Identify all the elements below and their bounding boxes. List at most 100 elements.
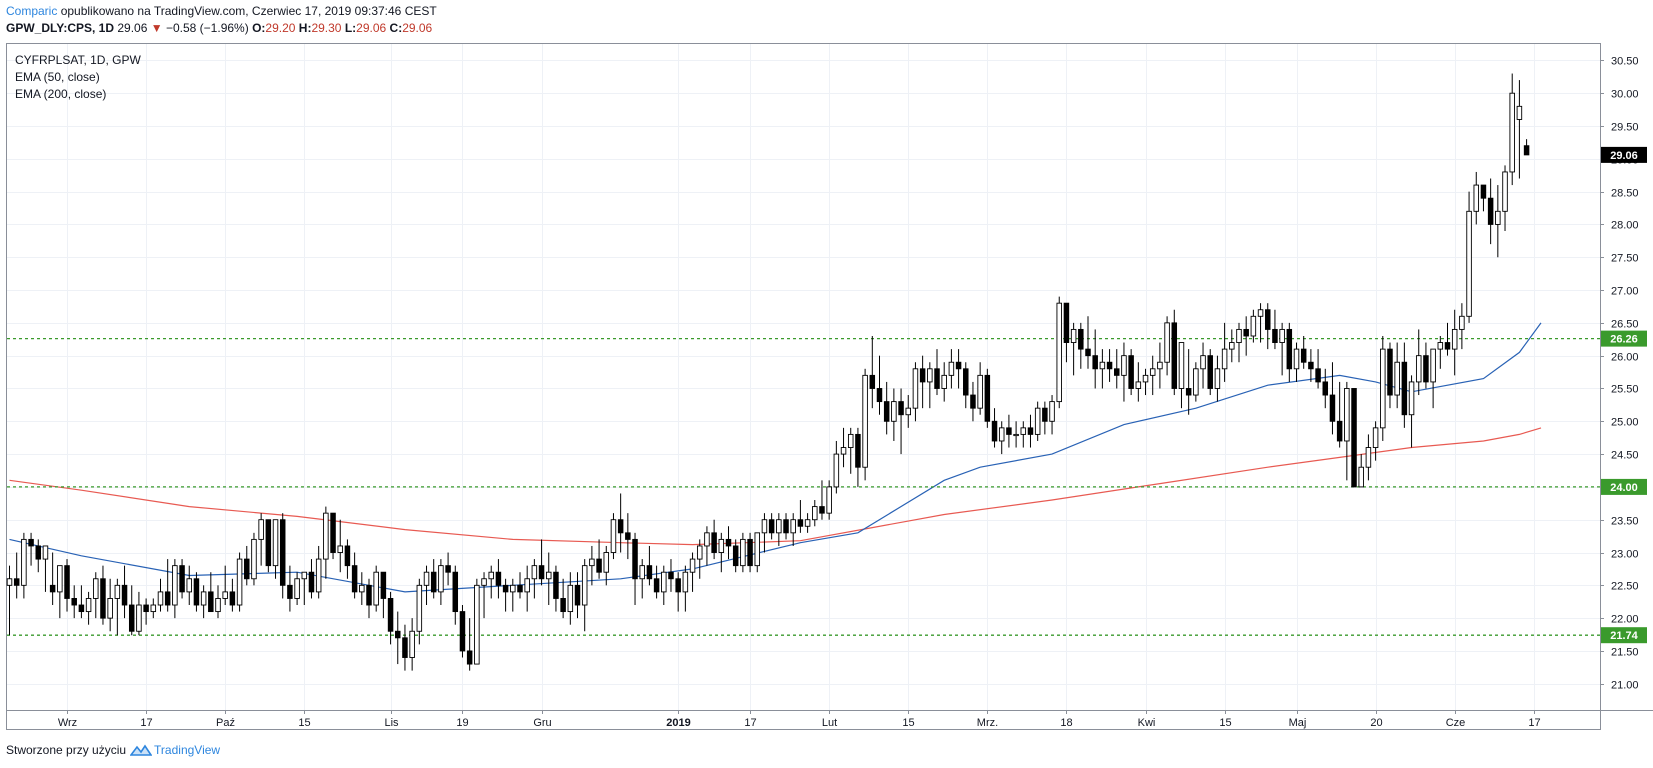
footer-text: Stworzone przy użyciu: [6, 743, 127, 757]
candle-body-down: [71, 598, 77, 606]
candle: [1020, 421, 1027, 448]
candle-body-down: [711, 532, 717, 553]
price-tick-label: 21.50: [1611, 647, 1639, 659]
time-axis[interactable]: Wrz 17 Paź 15 Lis 19 Gru 2019 17 Lut 15 Mrz. 18 Kwi 15…: [58, 710, 1541, 729]
candle: [560, 578, 566, 619]
open-value: 29.20: [265, 21, 296, 35]
footer: Stworzone przy użyciu TradingView: [6, 743, 220, 757]
time-tick-label: 2019: [666, 717, 690, 729]
candle: [64, 559, 70, 612]
candle: [1509, 73, 1515, 186]
author-link[interactable]: Comparic: [6, 4, 58, 18]
candle-body-up: [1408, 381, 1415, 416]
candle-body-up: [172, 565, 178, 606]
open-label: O:: [252, 21, 266, 35]
price-axis[interactable]: 21.00 21.50 22.00 22.50 23.00 23.50 24.00 24.50…: [1600, 56, 1639, 692]
candle-body-down: [128, 604, 135, 632]
candle-body-up: [409, 630, 415, 658]
candle-body-down: [1336, 420, 1343, 442]
candle-body-down: [1264, 309, 1271, 330]
candle-body-down: [279, 519, 286, 586]
candle-body-down: [1114, 368, 1120, 376]
time-tick-label: 18: [1060, 717, 1072, 729]
candle: [546, 552, 552, 606]
candle: [1444, 322, 1451, 356]
candle: [1344, 381, 1350, 481]
candle-body-up: [1415, 355, 1422, 383]
candle-body-down: [49, 584, 56, 593]
candle: [1451, 309, 1458, 376]
candle-body-down: [732, 545, 739, 567]
candle-body-down: [876, 388, 883, 403]
ema50-line: [9, 322, 1542, 593]
candle: [682, 565, 689, 612]
candle-body-down: [1078, 328, 1084, 350]
candle-body-up: [776, 519, 782, 534]
candle: [222, 565, 228, 606]
candle: [1157, 342, 1163, 389]
candle-body-down: [883, 401, 890, 422]
candle-body-up: [1451, 328, 1458, 350]
candle-body-up: [804, 519, 811, 527]
candle-body-up: [912, 368, 919, 409]
candle: [783, 513, 789, 540]
candle-body-down: [1329, 394, 1336, 422]
candle: [883, 381, 890, 435]
candle: [1329, 362, 1336, 435]
candle-body-down: [402, 637, 408, 658]
candle-body-up: [1229, 342, 1235, 350]
candle: [1480, 184, 1487, 212]
candle-body-up: [524, 578, 530, 593]
candle-body-down: [64, 565, 70, 599]
candle: [617, 493, 624, 553]
candle: [1049, 395, 1055, 435]
level-price-tag: 26.26: [1601, 330, 1647, 347]
candle: [625, 513, 631, 560]
candle: [481, 572, 487, 619]
candle: [1430, 348, 1436, 409]
candle-body-up: [1056, 302, 1062, 403]
candle-body-up: [589, 558, 595, 567]
candle: [991, 408, 998, 448]
candle: [430, 559, 437, 599]
candle: [409, 618, 415, 671]
tradingview-link[interactable]: TradingView: [154, 743, 221, 757]
candle-body-up: [1380, 348, 1386, 429]
candle-body-down: [193, 578, 200, 606]
down-arrow-icon: ▼: [150, 21, 163, 35]
candle-body-up: [1193, 368, 1199, 396]
price-tick-label: 27.00: [1611, 286, 1639, 298]
price-tick-label: 23.50: [1611, 516, 1639, 528]
candle: [941, 362, 947, 402]
candle-body-down: [308, 571, 315, 593]
candle-body-up: [1214, 368, 1221, 389]
price-tick-label: 21.00: [1611, 680, 1639, 692]
candle: [725, 526, 732, 560]
candle-body-up: [704, 532, 710, 547]
price-tick-label: 25.00: [1611, 417, 1639, 429]
candle-body-down: [984, 374, 991, 422]
price-tick-label: 22.50: [1611, 581, 1639, 593]
candle: [1502, 165, 1508, 232]
candle: [1358, 454, 1364, 488]
candle: [768, 513, 775, 540]
candle: [840, 427, 847, 468]
price-tick-label: 25.50: [1611, 384, 1639, 396]
candle-body-down: [898, 401, 904, 416]
time-tick-label: Cze: [1446, 717, 1466, 729]
candle: [1257, 303, 1264, 343]
candle: [1394, 342, 1400, 409]
candle-body-up: [1236, 328, 1242, 344]
time-tick-label: Paź: [216, 717, 235, 729]
candle-body-up: [754, 532, 761, 567]
candle: [934, 349, 940, 396]
candle-body-up: [323, 512, 329, 560]
level-price-tag-label: 26.26: [1610, 334, 1638, 346]
candle-body-down: [1085, 348, 1091, 357]
candle-body-up: [423, 571, 430, 586]
candle-body-up: [603, 552, 610, 573]
candle-body-down: [265, 519, 272, 567]
candle: [891, 388, 897, 441]
candle: [474, 578, 480, 665]
